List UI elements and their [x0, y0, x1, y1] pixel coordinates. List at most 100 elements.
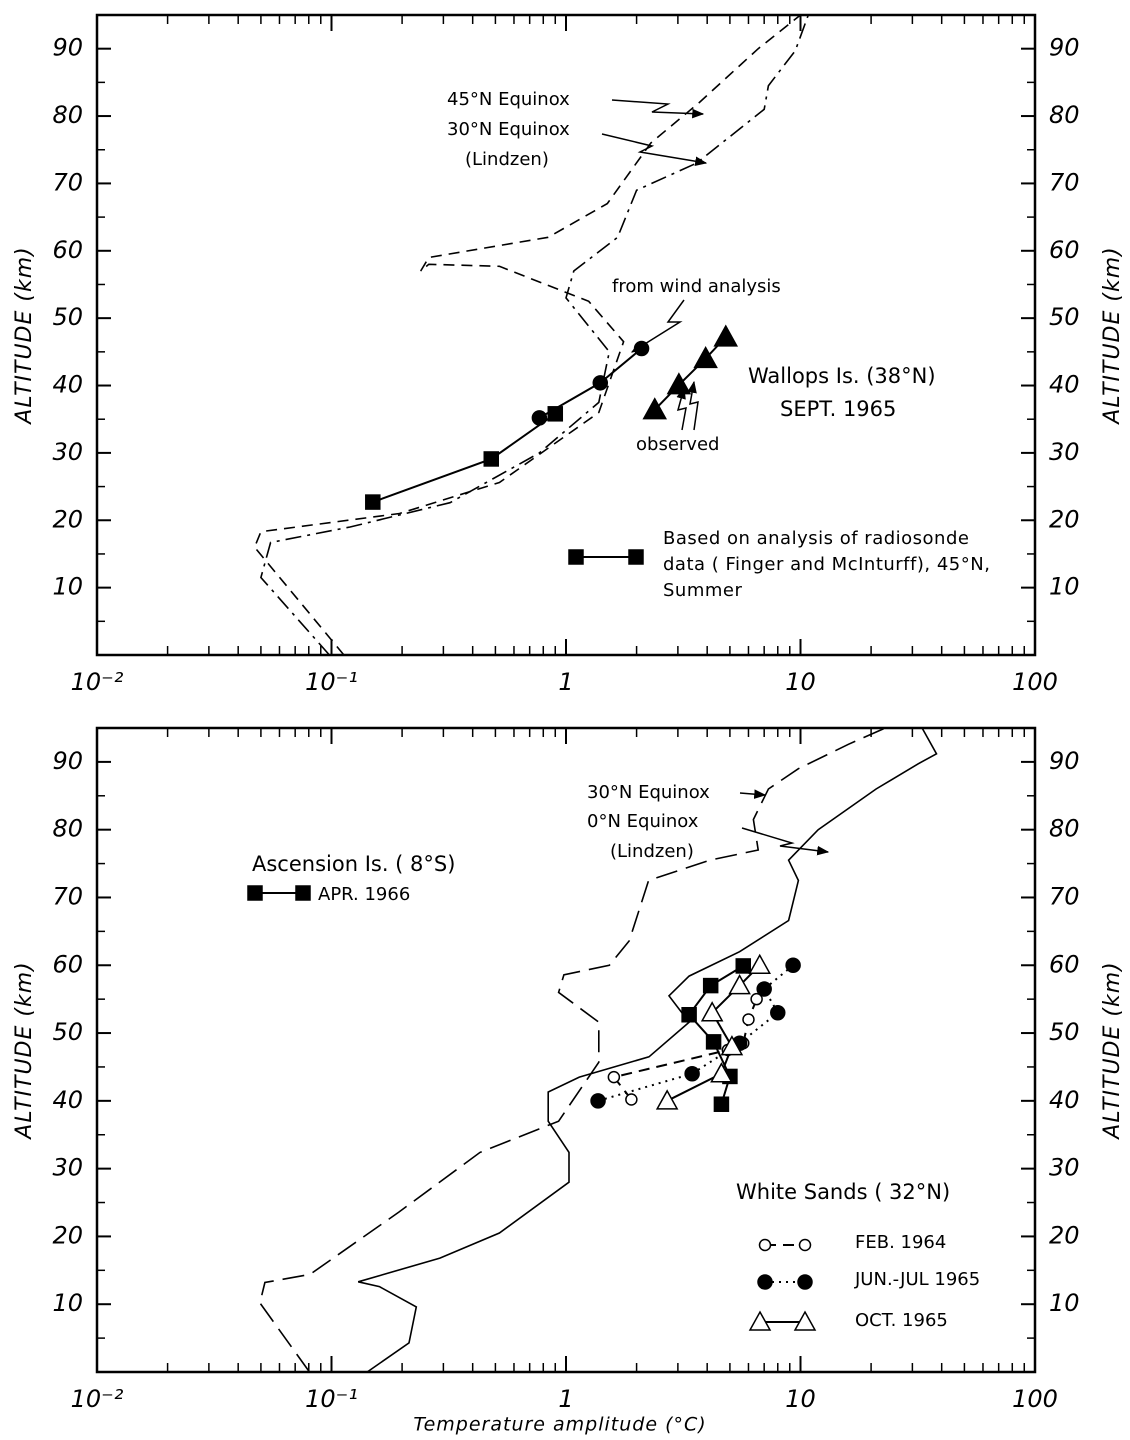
y-tick-label: 30: [52, 438, 83, 466]
y-tick-label: 60: [1049, 950, 1080, 978]
annotation: White Sands ( 32°N): [736, 1180, 950, 1204]
arrow: [687, 380, 699, 431]
y-tick-label: 40: [1049, 371, 1080, 399]
annotation: SEPT. 1965: [780, 397, 896, 421]
marker: [702, 977, 719, 994]
marker: [735, 958, 752, 974]
y-tick-label: 60: [52, 950, 83, 978]
series-line: [357, 727, 938, 1373]
x-tick-label: 10: [785, 668, 816, 696]
annotation: Ascension Is. ( 8°S): [252, 852, 455, 876]
y-tick-label: 20: [1049, 505, 1080, 533]
legend-label: 30°N Equinox: [587, 782, 710, 803]
y-axis-label: ALTITUDE (km): [12, 246, 37, 425]
annotation: Wallops Is. (38°N): [748, 364, 936, 388]
legend-label: 0°N Equinox: [587, 811, 699, 832]
y-tick-label: 70: [52, 168, 83, 196]
marker: [547, 406, 564, 422]
marker: [681, 1006, 697, 1023]
x-tick-label: 10⁻¹: [305, 1385, 358, 1413]
marker: [793, 1310, 817, 1331]
y-tick-label: 60: [52, 236, 83, 264]
marker: [770, 1004, 786, 1021]
y-tick-label: 50: [1049, 303, 1080, 331]
y-tick-label: 60: [1049, 236, 1080, 264]
y-tick-label: 10: [52, 1289, 83, 1317]
marker: [607, 1070, 621, 1084]
marker: [756, 981, 772, 997]
x-tick-label: 100: [1012, 1385, 1058, 1413]
y-axis-label: ALTITUDE (km): [12, 961, 37, 1140]
y-tick-label: 10: [1049, 573, 1080, 601]
y-axis-label: ALTITUDE (km): [1100, 961, 1125, 1140]
marker: [713, 1096, 730, 1112]
marker: [728, 974, 751, 995]
annotation: (Lindzen): [465, 149, 549, 170]
marker: [758, 1238, 772, 1252]
marker: [798, 1238, 812, 1252]
marker: [295, 885, 311, 901]
legend-label: FEB. 1964: [855, 1232, 946, 1253]
marker: [684, 1065, 700, 1082]
marker: [748, 953, 771, 975]
y-tick-label: 80: [1049, 815, 1080, 843]
marker: [720, 1035, 744, 1056]
marker: [628, 549, 644, 565]
marker: [705, 1034, 722, 1050]
y-tick-label: 50: [1049, 1018, 1080, 1046]
legend-label: Based on analysis of radiosonde data ( F…: [663, 528, 991, 601]
marker: [592, 375, 609, 391]
marker: [568, 549, 584, 565]
y-tick-label: 80: [52, 101, 83, 129]
y-tick-label: 50: [52, 1018, 83, 1046]
marker: [797, 1274, 813, 1290]
y-tick-label: 90: [1049, 34, 1080, 62]
y-tick-label: 50: [52, 303, 83, 331]
marker: [693, 346, 718, 369]
legend-label: 45°N Equinox: [447, 89, 570, 110]
x-tick-label: 10⁻²: [71, 668, 124, 696]
marker: [700, 1001, 724, 1022]
y-tick-label: 70: [1049, 168, 1080, 196]
legend-label: 30°N Equinox: [447, 119, 570, 140]
marker: [247, 885, 263, 901]
legend-label-box: Based on analysis of radiosonde data ( F…: [663, 528, 991, 601]
y-tick-label: 80: [52, 815, 83, 843]
y-tick-label: 10: [52, 573, 83, 601]
arrow: [601, 133, 708, 166]
x-tick-label: 10: [785, 1385, 816, 1413]
x-axis-label: Temperature amplitude (°C): [413, 1414, 706, 1436]
marker: [750, 992, 763, 1006]
arrow: [630, 299, 685, 353]
annotation: (Lindzen): [610, 841, 694, 862]
y-tick-label: 20: [1049, 1221, 1080, 1249]
marker: [625, 1093, 638, 1106]
y-tick-label: 30: [1049, 438, 1080, 466]
y-tick-label: 90: [1049, 747, 1080, 775]
x-tick-label: 10⁻²: [71, 1385, 124, 1413]
legend-label: observed: [636, 434, 719, 455]
series-line: [259, 727, 886, 1373]
arrows: [601, 99, 830, 856]
y-tick-label: 30: [1049, 1154, 1080, 1182]
x-tick-label: 10⁻¹: [305, 668, 358, 696]
y-tick-label: 30: [52, 1154, 83, 1182]
series-line: [253, 14, 801, 656]
y-tick-label: 20: [52, 1221, 83, 1249]
marker: [710, 1062, 733, 1083]
x-tick-label: 1: [558, 668, 573, 696]
marker: [655, 1089, 679, 1110]
y-tick-label: 70: [1049, 882, 1080, 910]
marker: [642, 397, 668, 420]
y-tick-label: 40: [52, 371, 83, 399]
y-tick-label: 90: [52, 747, 83, 775]
y-tick-label: 40: [52, 1086, 83, 1114]
marker: [633, 340, 650, 357]
arrow: [741, 827, 830, 856]
y-tick-label: 80: [1049, 101, 1080, 129]
y-tick-label: 90: [52, 34, 83, 62]
legend-label: JUN.-JUL 1965: [854, 1269, 980, 1290]
y-tick-label: 70: [52, 882, 83, 910]
marker: [748, 1310, 772, 1331]
